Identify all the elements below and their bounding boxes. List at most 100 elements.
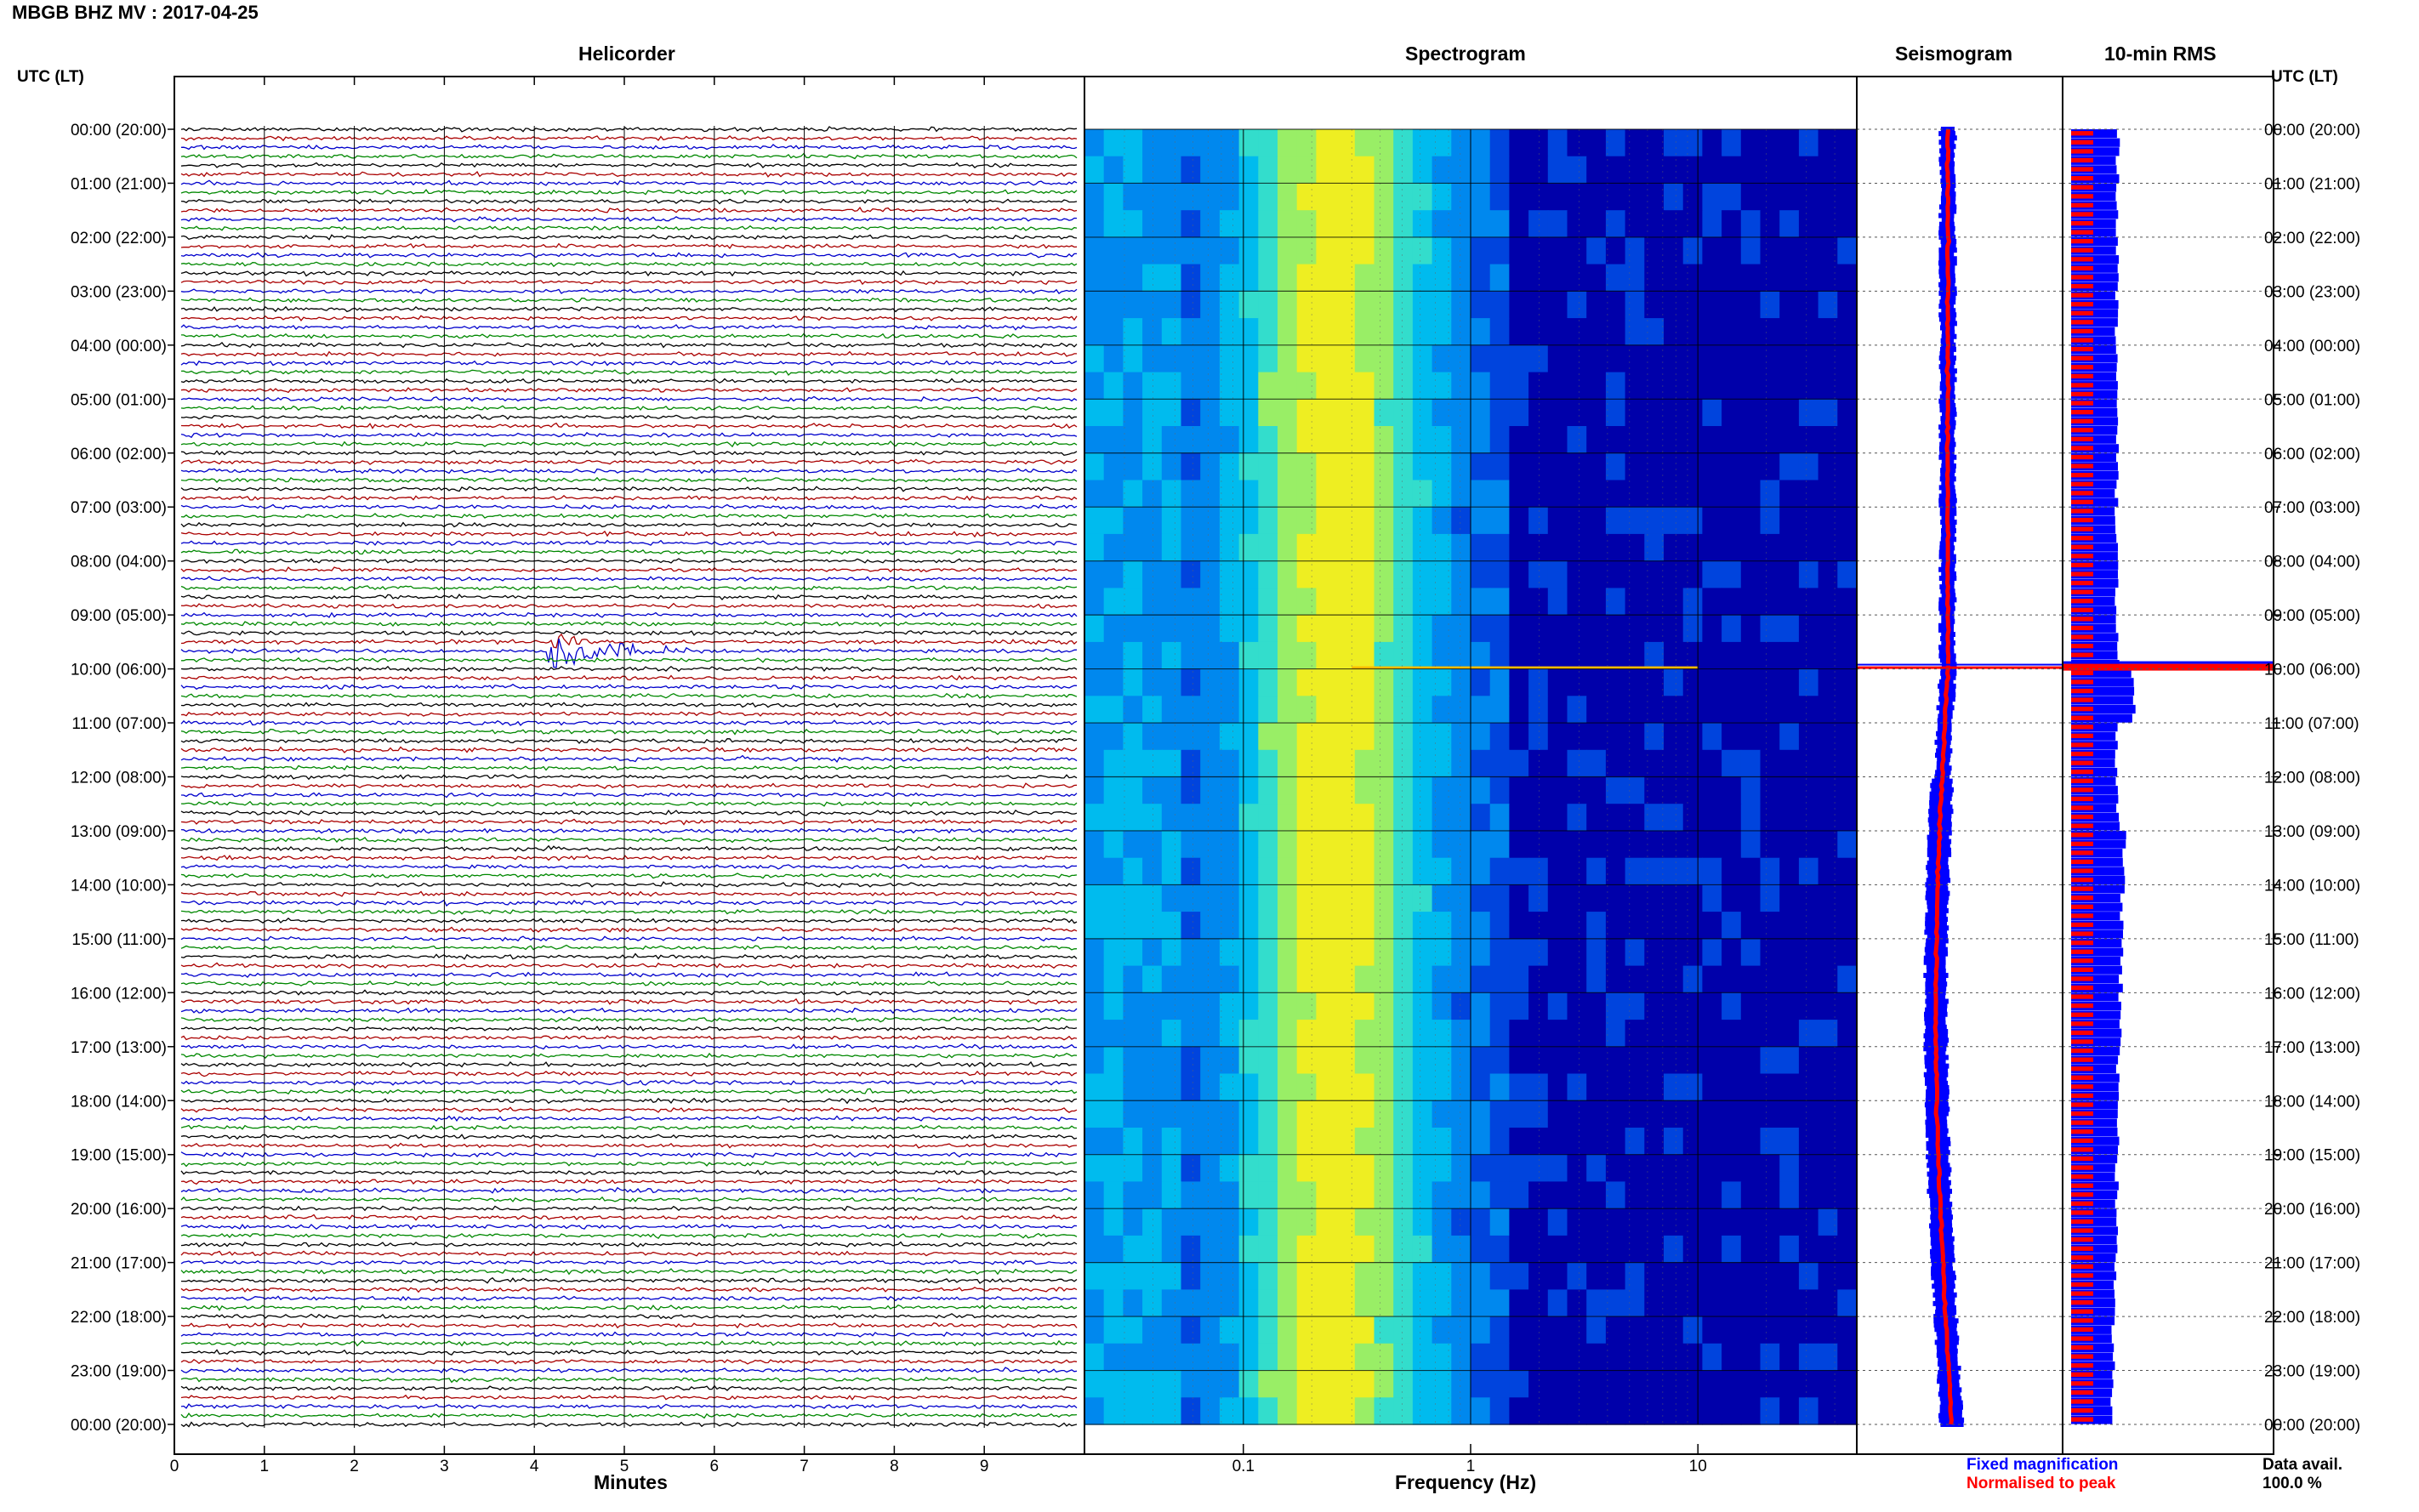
rms-bar-normalised — [2071, 1273, 2093, 1278]
spectrogram-cell — [1702, 156, 1722, 184]
spectrogram-cell — [1084, 533, 1105, 562]
spectrogram-cell — [1278, 1020, 1298, 1048]
spectrogram-cell — [1509, 641, 1529, 670]
spectrogram-cell — [1374, 156, 1394, 184]
spectrogram-cell — [1798, 641, 1819, 670]
spectrogram-cell — [1161, 1397, 1182, 1425]
helicorder-trace — [180, 719, 1078, 726]
spectrogram-cell — [1644, 507, 1665, 535]
minute-tick-label: 6 — [710, 1458, 720, 1475]
spectrogram-cell — [1818, 183, 1838, 211]
spectrogram-cell — [1431, 938, 1452, 967]
spectrogram-cell — [1219, 1397, 1240, 1425]
spectrogram-cell — [1354, 1289, 1375, 1317]
spectrogram-cell — [1219, 1046, 1240, 1075]
spectrogram-cell — [1142, 291, 1163, 319]
spectrogram-cell — [1547, 1262, 1568, 1290]
spectrogram-cell — [1471, 1154, 1491, 1182]
spectrogram-cell — [1123, 1208, 1143, 1236]
spectrogram-cell — [1393, 210, 1414, 238]
spectrogram-cell — [1837, 344, 1858, 373]
rms-bar-fixed — [2071, 1154, 2118, 1163]
spectrogram-cell — [1412, 533, 1433, 562]
spectrogram-cell — [1644, 723, 1665, 751]
spectrogram-cell — [1316, 1208, 1336, 1236]
spectrogram-cell — [1837, 452, 1858, 481]
rms-bar-fixed — [2071, 138, 2120, 147]
spectrogram-cell — [1528, 129, 1549, 157]
spectrogram-cell — [1489, 1370, 1510, 1398]
spectrogram-cell — [1818, 641, 1838, 670]
time-label-right: 01:00 (21:00) — [2264, 175, 2360, 193]
spectrogram-cell — [1316, 804, 1336, 832]
rms-bar-normalised — [2071, 599, 2093, 604]
spectrogram-cell — [1412, 965, 1433, 993]
time-label-left: 19:00 (15:00) — [71, 1147, 167, 1165]
spectrogram-cell — [1837, 291, 1858, 319]
spectrogram-cell — [1625, 129, 1645, 157]
spectrogram-cell — [1258, 1235, 1278, 1264]
spectrogram-cell — [1644, 1370, 1665, 1398]
spectrogram-cell — [1702, 1235, 1722, 1264]
spectrogram-cell — [1161, 1370, 1182, 1398]
spectrogram-cell — [1818, 129, 1838, 157]
spectrogram-cell — [1084, 1208, 1105, 1236]
spectrogram-cell — [1586, 857, 1607, 885]
spectrogram-cell — [1393, 156, 1414, 184]
spectrogram-cell — [1586, 183, 1607, 211]
spectrogram-cell — [1316, 723, 1336, 751]
spectrogram-cell — [1084, 831, 1105, 859]
spectrogram-cell — [1335, 831, 1356, 859]
rms-bar-normalised — [2071, 473, 2093, 478]
spectrogram-cell — [1296, 857, 1317, 885]
spectrogram-cell — [1412, 1208, 1433, 1236]
spectrogram-cell — [1412, 912, 1433, 940]
spectrogram-cell — [1664, 831, 1684, 859]
spectrogram-cell — [1586, 1343, 1607, 1372]
spectrogram-cell — [1528, 291, 1549, 319]
spectrogram-cell — [1528, 1316, 1549, 1344]
spectrogram-cell — [1818, 210, 1838, 238]
spectrogram-cell — [1760, 938, 1780, 967]
spectrogram-cell — [1644, 776, 1665, 804]
spectrogram-cell — [1586, 912, 1607, 940]
spectrogram-cell — [1760, 1020, 1780, 1048]
spectrogram-cell — [1238, 533, 1259, 562]
spectrogram-cell — [1258, 533, 1278, 562]
spectrogram-cell — [1818, 965, 1838, 993]
spectrogram-cell — [1586, 696, 1607, 724]
spectrogram-cell — [1567, 1289, 1587, 1317]
spectrogram-cell — [1722, 372, 1742, 400]
spectrogram-cell — [1798, 291, 1819, 319]
spectrogram-cell — [1181, 1046, 1201, 1075]
spectrogram-cell — [1471, 318, 1491, 346]
spectrogram-cell — [1393, 938, 1414, 967]
spectrogram-cell — [1837, 965, 1858, 993]
spectrogram-cell — [1837, 1046, 1858, 1075]
spectrogram-cell — [1625, 1397, 1645, 1425]
rms-bar-fixed — [2071, 1100, 2118, 1110]
spectrogram-cell — [1296, 452, 1317, 481]
spectrogram-cell — [1278, 912, 1298, 940]
data-availability-label: Data avail. — [2262, 1456, 2342, 1474]
spectrogram-cell — [1528, 1154, 1549, 1182]
spectrogram-cell — [1625, 344, 1645, 373]
helicorder-trace — [180, 170, 1078, 178]
spectrogram-cell — [1103, 1370, 1124, 1398]
spectrogram-cell — [1123, 1181, 1143, 1209]
spectrogram-cell — [1722, 183, 1742, 211]
spectrogram-cell — [1471, 129, 1491, 157]
spectrogram-cell — [1682, 1343, 1703, 1372]
spectrogram-cell — [1509, 480, 1529, 508]
spectrogram-cell — [1644, 1397, 1665, 1425]
x-axis-label-spectrogram: Frequency (Hz) — [1395, 1471, 1537, 1493]
spectrogram-cell — [1431, 236, 1452, 265]
rms-bar-fixed — [2071, 633, 2119, 642]
spectrogram-cell — [1161, 1343, 1182, 1372]
time-label-right: 10:00 (06:00) — [2264, 662, 2360, 679]
spectrogram-cell — [1644, 452, 1665, 481]
spectrogram-cell — [1123, 804, 1143, 832]
spectrogram-cell — [1219, 1262, 1240, 1290]
spectrogram-cell — [1489, 507, 1510, 535]
spectrogram-cell — [1084, 344, 1105, 373]
